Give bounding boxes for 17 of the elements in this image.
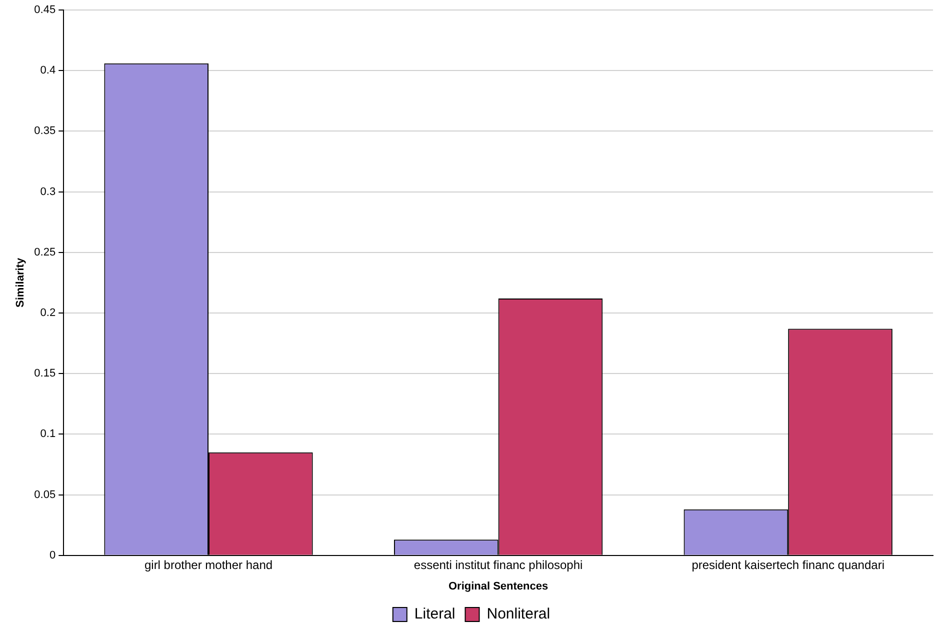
y-tick-label: 0.05: [34, 488, 56, 501]
x-tick-label: essenti institut financ philosophi: [414, 558, 583, 572]
y-tick-label: 0.3: [40, 186, 56, 198]
legend-label: Nonliteral: [486, 606, 550, 623]
y-tick-label: 0.15: [34, 368, 56, 380]
y-tick-label: 0.35: [34, 125, 56, 138]
y-tick-label: 0.1: [40, 428, 56, 440]
y-tick-label: 0.25: [34, 246, 56, 258]
y-axis-title: Similarity: [14, 257, 27, 308]
x-axis-title: Original Sentences: [448, 580, 548, 592]
x-tick-label: girl brother mother hand: [144, 558, 273, 572]
x-tick-label: president kaisertech financ quandari: [692, 558, 884, 572]
y-tick-label: 0.45: [34, 4, 56, 16]
y-tick-label: 0.4: [40, 64, 56, 77]
y-tick-label: 0: [49, 549, 56, 562]
y-tick-label: 0.2: [40, 307, 56, 320]
legend-label: Literal: [414, 606, 456, 623]
